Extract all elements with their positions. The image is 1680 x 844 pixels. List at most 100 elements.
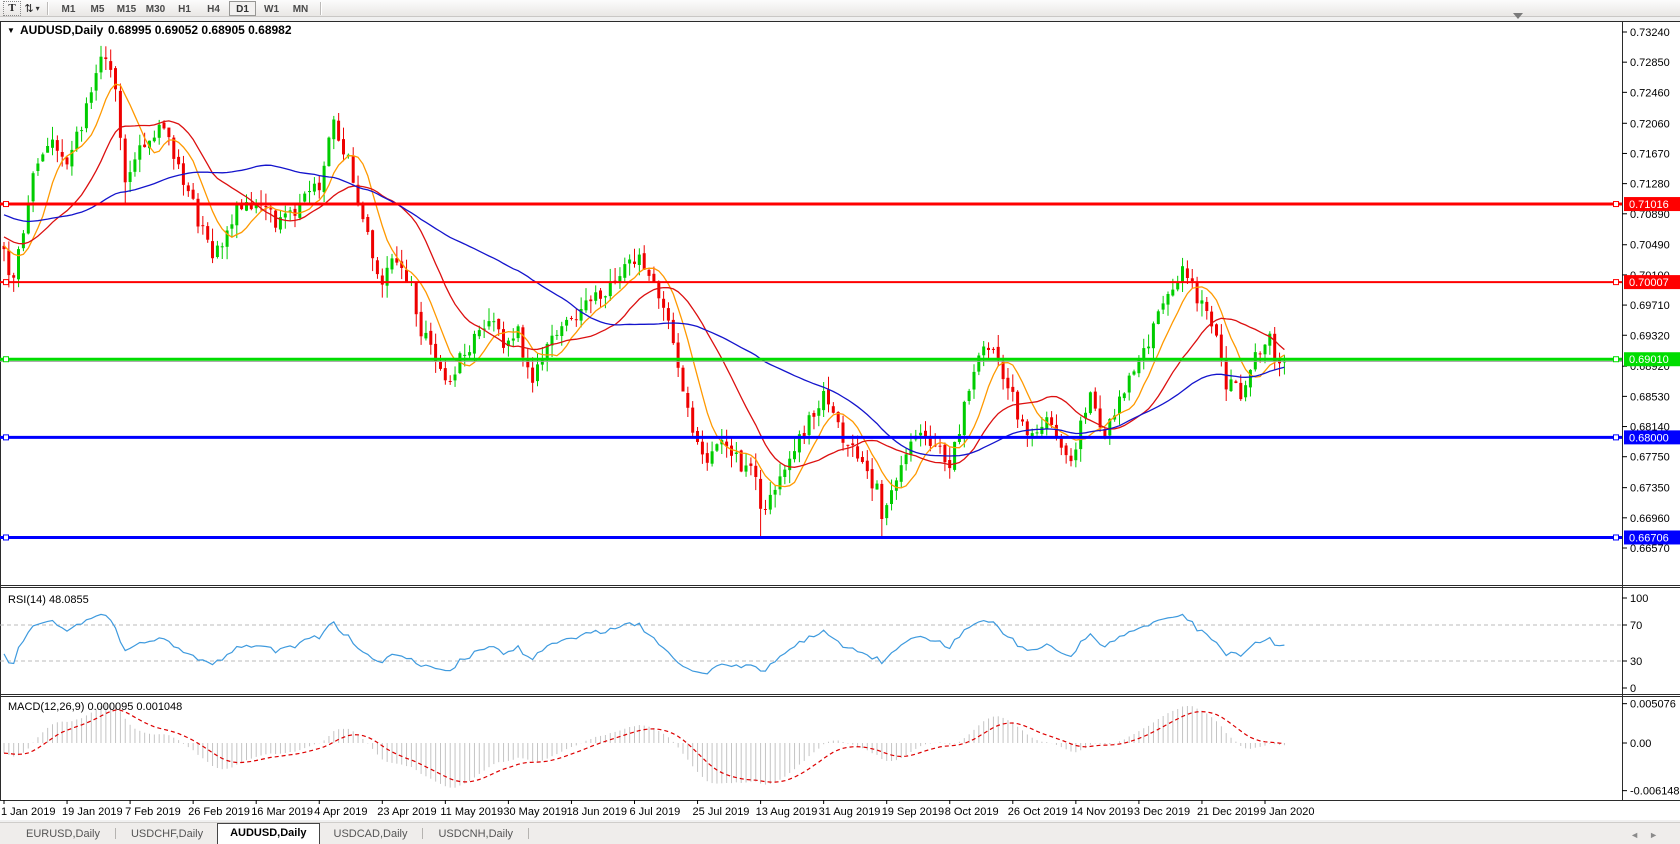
date-axis[interactable]: 1 Jan 2019 19 Jan 2019 7 Feb 2019 26 Feb 20… (1, 800, 1314, 818)
timeframe-button-m15[interactable]: M15 (116, 3, 137, 15)
macd-panel: 0.005076 0.00 -0.006148 (3, 699, 1680, 798)
svg-text:13 Aug 2019: 13 Aug 2019 (756, 806, 818, 818)
toolbar-separator (47, 1, 49, 15)
svg-text:0.68530: 0.68530 (1630, 391, 1670, 403)
rsi-panel: 100 70 30 0 (0, 593, 1648, 695)
moving-average-20[interactable] (3, 120, 1285, 468)
svg-text:0.72850: 0.72850 (1630, 57, 1670, 69)
svg-text:19 Sep 2019: 19 Sep 2019 (882, 806, 944, 818)
timeframe-button-m5[interactable]: M5 (90, 3, 105, 15)
svg-text:8 Oct 2019: 8 Oct 2019 (945, 806, 999, 818)
text-tool-button[interactable]: T (3, 0, 21, 16)
timeframe-button-d1[interactable]: D1 (229, 0, 256, 16)
svg-text:0.69320: 0.69320 (1630, 330, 1670, 342)
moving-average-50[interactable] (3, 164, 1285, 457)
svg-text:18 Jun 2019: 18 Jun 2019 (566, 806, 627, 818)
svg-text:0.73240: 0.73240 (1630, 27, 1670, 39)
tab-separator (422, 828, 424, 839)
svg-text:0.71016: 0.71016 (1629, 199, 1669, 211)
svg-text:0.71670: 0.71670 (1630, 148, 1670, 160)
chart-tab-audusd[interactable]: AUDUSD,Daily (217, 823, 320, 844)
macd-indicator-label: MACD(12,26,9) 0.000095 0.001048 (8, 701, 182, 713)
tab-separator (114, 828, 116, 839)
svg-text:0.66960: 0.66960 (1630, 513, 1670, 525)
svg-text:70: 70 (1630, 620, 1642, 632)
chevron-down-icon: ▾ (35, 3, 40, 13)
chart-window: 0.73240 0.72850 0.72460 0.72060 0.71670 0.712… (0, 13, 1680, 822)
toolbar-separator (320, 1, 322, 15)
chart-title-symbol: AUDUSD,Daily (20, 23, 104, 37)
horizontal-line-0.71016[interactable]: 0.71016 (0, 197, 1680, 212)
svg-text:0.70007: 0.70007 (1629, 277, 1669, 289)
horizontal-line-0.70007[interactable]: 0.70007 (0, 275, 1680, 290)
svg-text:0.71280: 0.71280 (1630, 179, 1670, 191)
svg-text:100: 100 (1630, 593, 1648, 605)
svg-text:0.66570: 0.66570 (1630, 543, 1670, 555)
chart-tab-eurusd[interactable]: EURUSD,Daily (26, 828, 100, 840)
svg-text:9 Jan 2020: 9 Jan 2020 (1260, 806, 1314, 818)
svg-text:11 May 2019: 11 May 2019 (440, 806, 503, 818)
rsi-indicator-label: RSI(14) 48.0855 (8, 594, 89, 606)
svg-text:21 Dec 2019: 21 Dec 2019 (1197, 806, 1259, 818)
svg-text:0.66706: 0.66706 (1629, 532, 1669, 544)
svg-text:0.72060: 0.72060 (1630, 118, 1670, 130)
chart-canvas[interactable]: 0.73240 0.72850 0.72460 0.72060 0.71670 0.712… (0, 17, 1680, 822)
svg-text:23 Apr 2019: 23 Apr 2019 (377, 806, 436, 818)
toolbar: T ⇅ ▾ M1 M5 M15 M30 H1 H4 D1 W1 MN (0, 0, 1680, 17)
svg-text:19 Jan 2019: 19 Jan 2019 (62, 806, 123, 818)
timeframe-button-group: M1 M5 M15 M30 H1 H4 D1 W1 MN (55, 0, 314, 16)
timeframe-button-h4[interactable]: H4 (207, 3, 220, 15)
svg-text:31 Aug 2019: 31 Aug 2019 (819, 806, 881, 818)
chart-tab-usdcad[interactable]: USDCAD,Daily (333, 828, 408, 840)
svg-text:0.00: 0.00 (1630, 738, 1651, 750)
chart-title-ohlc: 0.68995 0.69052 0.68905 0.68982 (108, 23, 292, 37)
arrows-tool-dropdown[interactable]: ⇅ ▾ (23, 1, 41, 16)
svg-text:0.68000: 0.68000 (1629, 432, 1669, 444)
chart-tabs: EURUSD,Daily USDCHF,Daily AUDUSD,Daily USDC… (12, 823, 530, 844)
svg-text:3 Dec 2019: 3 Dec 2019 (1134, 806, 1190, 818)
svg-text:1 Jan 2019: 1 Jan 2019 (1, 806, 55, 818)
tab-separator (528, 828, 530, 839)
svg-text:26 Oct 2019: 26 Oct 2019 (1008, 806, 1068, 818)
macd-signal-line[interactable] (3, 709, 1285, 783)
timeframe-button-m1[interactable]: M1 (61, 3, 76, 15)
arrows-tool-icon: ⇅ (24, 2, 34, 15)
svg-text:0.69710: 0.69710 (1630, 300, 1670, 312)
tab-scroll-right-icon[interactable]: ► (1649, 830, 1658, 840)
horizontal-line-0.66706[interactable]: 0.66706 (0, 530, 1680, 545)
svg-text:30: 30 (1630, 656, 1642, 668)
svg-text:0.005076: 0.005076 (1630, 699, 1676, 711)
chart-tab-bar: EURUSD,Daily USDCHF,Daily AUDUSD,Daily USDC… (0, 822, 1680, 844)
chart-tab-usdchf[interactable]: USDCHF,Daily (130, 828, 204, 840)
svg-text:25 Jul 2019: 25 Jul 2019 (693, 806, 750, 818)
svg-text:26 Feb 2019: 26 Feb 2019 (188, 806, 250, 818)
svg-text:30 May 2019: 30 May 2019 (503, 806, 567, 818)
svg-text:0.72460: 0.72460 (1630, 87, 1670, 99)
chart-tab-usdcnh[interactable]: USDCNH,Daily (438, 828, 514, 840)
svg-text:16 Mar 2019: 16 Mar 2019 (251, 806, 313, 818)
svg-text:0.70890: 0.70890 (1630, 209, 1670, 221)
symbol-dropdown-icon[interactable]: ▼ (7, 26, 15, 35)
macd-histogram (3, 703, 1285, 788)
svg-text:14 Nov 2019: 14 Nov 2019 (1071, 806, 1133, 818)
svg-text:0: 0 (1630, 683, 1636, 695)
rsi-line[interactable] (3, 613, 1285, 675)
timeframe-button-mn[interactable]: MN (292, 3, 309, 15)
svg-text:0.67750: 0.67750 (1630, 452, 1670, 464)
timeframe-button-m30[interactable]: M30 (145, 3, 166, 15)
chart-shift-marker[interactable] (1513, 13, 1523, 19)
svg-text:0.70490: 0.70490 (1630, 240, 1670, 252)
svg-text:0.69010: 0.69010 (1629, 354, 1669, 366)
svg-text:-0.006148: -0.006148 (1630, 786, 1680, 798)
svg-text:4 Apr 2019: 4 Apr 2019 (314, 806, 367, 818)
timeframe-button-h1[interactable]: H1 (178, 3, 191, 15)
timeframe-button-w1[interactable]: W1 (264, 3, 279, 15)
svg-text:0.67350: 0.67350 (1630, 483, 1670, 495)
horizontal-line-0.69010[interactable]: 0.69010 (0, 352, 1680, 367)
svg-text:7 Feb 2019: 7 Feb 2019 (125, 806, 181, 818)
tab-scroll-buttons: ◄ ► (1630, 830, 1680, 844)
horizontal-line-0.68000[interactable]: 0.68000 (0, 430, 1680, 445)
tab-scroll-left-icon[interactable]: ◄ (1630, 830, 1640, 840)
svg-text:6 Jul 2019: 6 Jul 2019 (630, 806, 681, 818)
